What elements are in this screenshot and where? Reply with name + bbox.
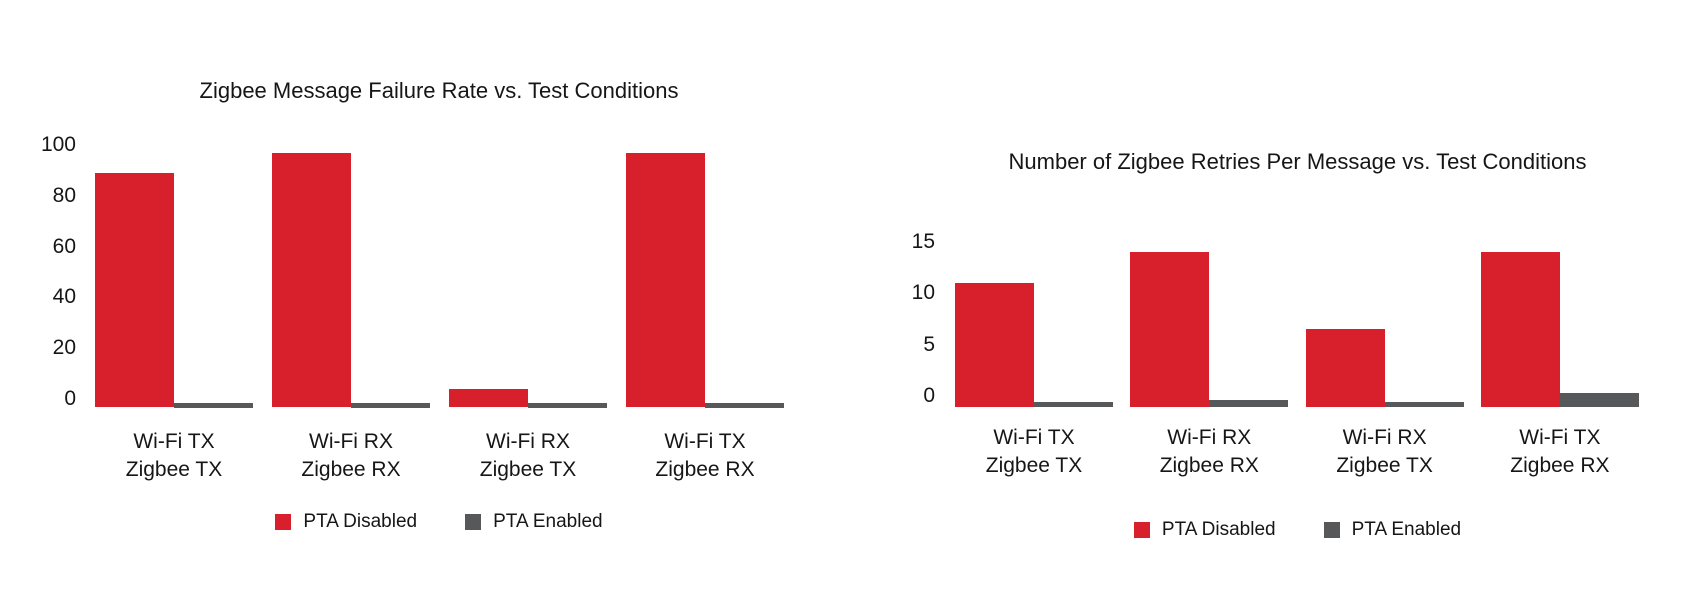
- bar-pta-disabled: [1305, 329, 1385, 408]
- bar-pta-enabled: [528, 402, 607, 408]
- x-axis-category-line: Zigbee TX: [985, 454, 1083, 477]
- x-axis-category-label: Wi-Fi TX Zigbee TX: [84, 428, 264, 484]
- x-axis-category-label: Wi-Fi RX Zigbee RX: [261, 428, 441, 484]
- bar-pta-disabled: [955, 282, 1034, 408]
- bar-pta-disabled: [1130, 252, 1210, 408]
- x-axis-category-label: Wi-Fi TX Zigbee TX: [944, 424, 1124, 480]
- x-axis-category-line: Zigbee TX: [125, 458, 223, 481]
- bar-pta-enabled: [351, 402, 430, 408]
- bar-pta-enabled: [705, 402, 784, 408]
- y-axis-tick-label: 40: [52, 285, 76, 309]
- legend-swatch-pta-disabled: [1133, 522, 1150, 538]
- legend-item-pta-disabled: PTA Disabled: [275, 511, 417, 533]
- y-axis-tick-label: 10: [911, 281, 935, 305]
- x-axis-category-line: Wi-Fi RX: [1167, 426, 1252, 449]
- chart-legend: PTA Disabled PTA Enabled: [95, 511, 783, 533]
- legend-swatch-pta-enabled: [465, 514, 482, 530]
- bar-pta-enabled: [174, 402, 253, 408]
- legend-swatch-pta-disabled: [275, 514, 292, 530]
- bar-pta-enabled: [1209, 400, 1289, 408]
- y-axis-tick-label: 80: [52, 183, 76, 207]
- x-axis-category-line: Zigbee RX: [655, 458, 755, 481]
- y-axis-tick-label: 5: [923, 332, 935, 356]
- x-axis-category-line: Wi-Fi TX: [993, 426, 1075, 449]
- bar-pta-disabled: [272, 152, 351, 408]
- x-axis-category-label: Wi-Fi RX Zigbee TX: [1295, 424, 1475, 480]
- chart-title: Number of Zigbee Retries Per Message vs.…: [1008, 149, 1587, 174]
- x-axis-category-line: Wi-Fi TX: [133, 430, 215, 453]
- bar-pta-enabled: [1034, 402, 1113, 408]
- x-axis-category-label: Wi-Fi RX Zigbee TX: [438, 428, 618, 484]
- bar-pta-disabled: [1480, 252, 1560, 408]
- legend-item-pta-enabled: PTA Enabled: [1323, 519, 1462, 541]
- x-axis-category-line: Zigbee RX: [301, 458, 401, 481]
- legend-swatch-pta-enabled: [1323, 522, 1340, 538]
- y-axis-tick-label: 15: [911, 229, 935, 253]
- legend-label-pta-enabled: PTA Enabled: [493, 511, 603, 532]
- x-axis-category-line: Wi-Fi TX: [664, 430, 746, 453]
- x-axis-category-line: Wi-Fi RX: [486, 430, 570, 453]
- chart-legend: PTA Disabled PTA Enabled: [955, 519, 1640, 541]
- x-axis-category-line: Zigbee TX: [1336, 454, 1433, 477]
- chart-title: Zigbee Message Failure Rate vs. Test Con…: [199, 78, 679, 103]
- y-axis-tick-label: 0: [923, 384, 935, 407]
- x-axis-category-line: Zigbee RX: [1159, 454, 1259, 477]
- bar-pta-disabled: [95, 172, 174, 408]
- y-axis-tick-label: 0: [64, 387, 76, 410]
- x-axis-category-line: Wi-Fi RX: [1342, 426, 1427, 449]
- bar-pta-disabled: [626, 152, 705, 408]
- x-axis-category-line: Wi-Fi TX: [1519, 426, 1601, 449]
- x-axis-category-line: Zigbee RX: [1510, 454, 1610, 477]
- legend-label-pta-disabled: PTA Disabled: [1161, 519, 1276, 540]
- y-axis-tick-label: 100: [40, 133, 76, 156]
- x-axis-category-line: Wi-Fi RX: [309, 430, 393, 453]
- x-axis-category-line: Zigbee TX: [479, 458, 577, 481]
- legend-label-pta-enabled: PTA Enabled: [1351, 519, 1462, 540]
- bar-pta-disabled: [449, 388, 528, 408]
- bar-pta-enabled: [1559, 393, 1639, 408]
- x-axis-category-label: Wi-Fi RX Zigbee RX: [1119, 424, 1299, 480]
- legend-label-pta-disabled: PTA Disabled: [303, 511, 418, 532]
- y-axis-tick-label: 60: [52, 234, 76, 258]
- x-axis-category-label: Wi-Fi TX Zigbee RX: [615, 428, 795, 484]
- bar-pta-enabled: [1384, 402, 1464, 408]
- y-axis-tick-label: 20: [52, 336, 76, 360]
- x-axis-category-label: Wi-Fi TX Zigbee RX: [1470, 424, 1650, 480]
- legend-item-pta-disabled: PTA Disabled: [1133, 519, 1276, 541]
- legend-item-pta-enabled: PTA Enabled: [465, 511, 603, 533]
